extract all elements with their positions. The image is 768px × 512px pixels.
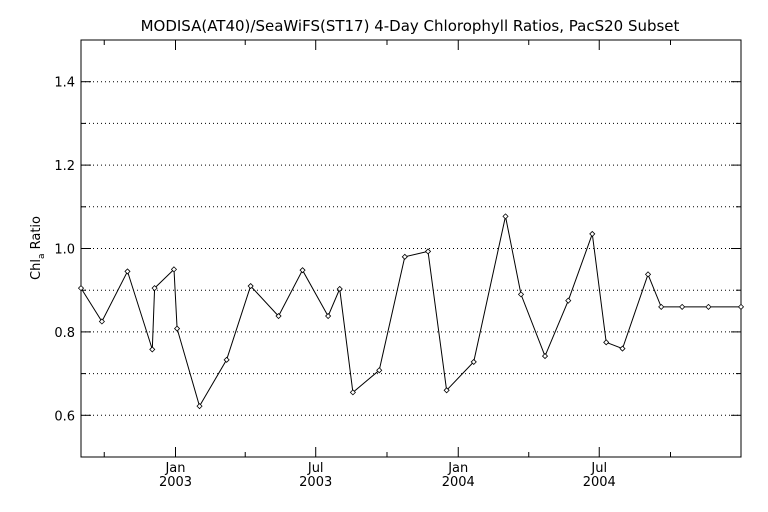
y-axis: 0.6 0.8 1.0 1.2 1.4 (54, 76, 741, 424)
data-point (470, 358, 477, 365)
data-point (223, 356, 230, 363)
data-point (376, 367, 383, 374)
data-point (124, 268, 131, 275)
data-point (603, 339, 610, 346)
data-point (325, 312, 332, 320)
x-tick-label: 2003 (159, 475, 192, 490)
y-tick-label: 1.0 (54, 243, 75, 258)
data-point (336, 285, 343, 293)
series-path (80, 216, 741, 408)
data-point (247, 282, 254, 290)
x-tick-label: 2003 (299, 475, 332, 490)
data-point (619, 345, 626, 352)
x-tick-label: 2004 (583, 475, 616, 490)
x-tick-label: Jan (164, 461, 185, 476)
x-tick-label: Jan (447, 461, 468, 476)
data-point (443, 387, 450, 394)
y-tick-label: 0.8 (54, 326, 75, 341)
data-point (349, 389, 356, 396)
data-point (565, 297, 572, 304)
data-point (98, 318, 105, 325)
data-point (299, 267, 306, 274)
data-point (644, 271, 652, 278)
series-line (77, 213, 745, 410)
data-point (589, 230, 596, 237)
data-point (196, 403, 203, 410)
y-axis-label: Chla Ratio (29, 216, 47, 280)
data-point (401, 253, 408, 260)
data-point (77, 285, 85, 292)
data-point (541, 353, 549, 360)
x-tick-label: Jul (307, 461, 324, 476)
data-point (502, 213, 509, 220)
data-point (737, 303, 745, 310)
data-point (679, 303, 686, 310)
plot-frame (80, 39, 742, 458)
x-tick-label: 2004 (442, 475, 475, 490)
data-point (149, 346, 156, 353)
data-point (517, 291, 525, 298)
data-point (424, 248, 432, 255)
gridlines (81, 81, 741, 416)
data-point (170, 266, 178, 273)
data-point (173, 325, 181, 332)
data-point (705, 303, 712, 310)
chart-title: MODISA(AT40)/SeaWiFS(ST17) 4-Day Chlorop… (141, 17, 680, 35)
y-tick-label: 1.4 (54, 76, 75, 91)
data-point (658, 303, 665, 310)
data-point (275, 312, 282, 320)
y-tick-label: 0.6 (54, 409, 75, 424)
x-tick-label: Jul (590, 461, 607, 476)
data-point (151, 285, 158, 292)
y-tick-label: 1.2 (54, 159, 75, 174)
